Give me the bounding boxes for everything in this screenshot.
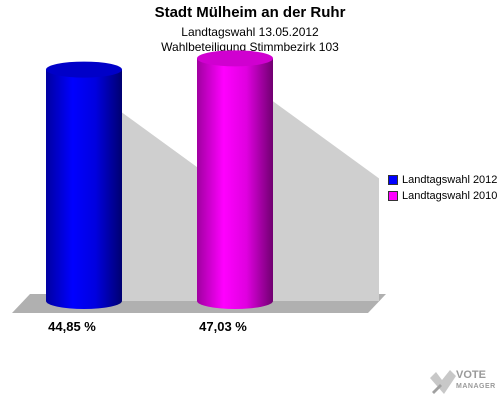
chart-subtitle-district: Wahlbeteiligung Stimmbezirk 103 xyxy=(161,40,339,54)
logo-manager-text: MANAGER xyxy=(456,383,496,390)
bar-2010 xyxy=(197,58,273,310)
bar-value-label-2012: 44,85 % xyxy=(48,319,96,334)
logo-vote-text: VOTE xyxy=(456,369,486,381)
chart-subtitle-election: Landtagswahl 13.05.2012 xyxy=(181,25,319,39)
bar-shadow-2010 xyxy=(269,98,379,302)
legend-label-2010: Landtagswahl 2010 xyxy=(402,190,498,202)
legend-swatch-2010 xyxy=(388,191,398,201)
checkmark-x-icon xyxy=(430,370,456,394)
bar-value-label-2010: 47,03 % xyxy=(199,319,247,334)
bar-top-2012 xyxy=(46,61,122,78)
legend-item-2012: Landtagswahl 2012 xyxy=(388,172,497,188)
bar-2012 xyxy=(46,69,122,309)
chart-title: Stadt Mülheim an der Ruhr xyxy=(154,4,346,21)
legend-label-2012: Landtagswahl 2012 xyxy=(402,174,498,186)
votemanager-logo xyxy=(430,370,456,394)
logo-text: VOTE MANAGER xyxy=(456,370,496,392)
legend-item-2010: Landtagswahl 2010 xyxy=(388,188,497,204)
legend: Landtagswahl 2012 Landtagswahl 2010 xyxy=(388,172,497,204)
legend-swatch-2012 xyxy=(388,175,398,185)
bar-top-2010 xyxy=(197,50,273,67)
